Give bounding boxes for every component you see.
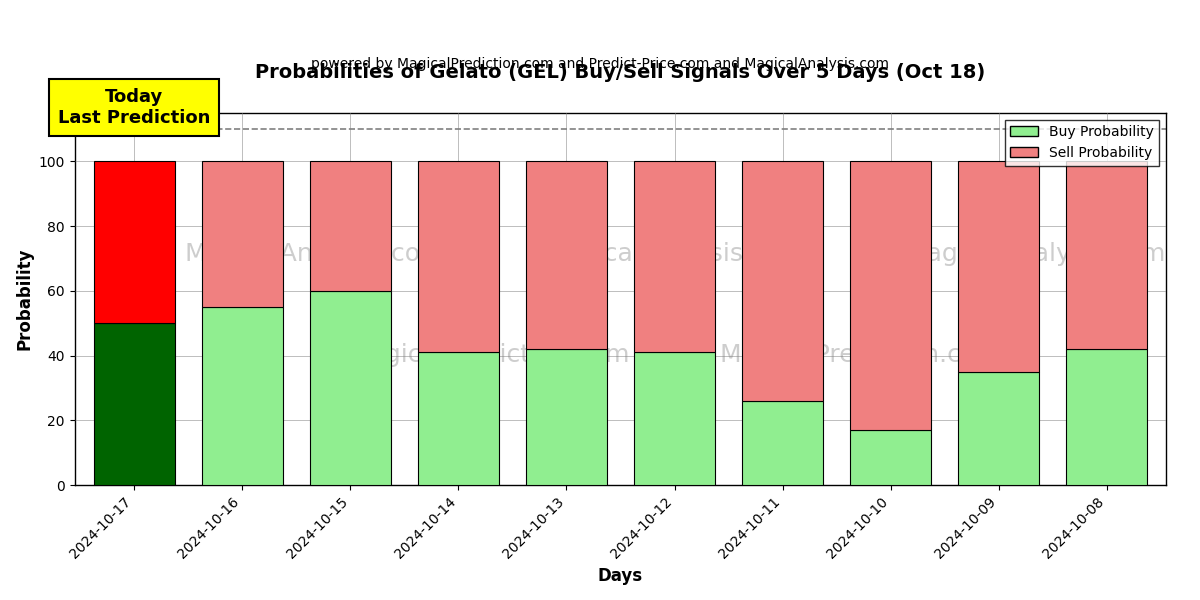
Bar [418, 161, 499, 352]
Bar [310, 161, 391, 291]
Bar [851, 161, 931, 430]
Bar [526, 349, 607, 485]
Bar [634, 352, 715, 485]
Bar [202, 307, 283, 485]
Bar [634, 161, 715, 352]
Bar [1067, 161, 1147, 349]
Bar [310, 291, 391, 485]
Legend: Buy Probability, Sell Probability: Buy Probability, Sell Probability [1004, 119, 1159, 166]
Y-axis label: Probability: Probability [16, 248, 34, 350]
Bar [959, 372, 1039, 485]
Title: Probabilities of Gelato (GEL) Buy/Sell Signals Over 5 Days (Oct 18): Probabilities of Gelato (GEL) Buy/Sell S… [256, 63, 985, 82]
Text: MagicalAnalysis.com: MagicalAnalysis.com [545, 242, 805, 266]
Bar [526, 161, 607, 349]
Bar [94, 323, 175, 485]
Text: MagicalPrediction.com: MagicalPrediction.com [720, 343, 1002, 367]
Bar [742, 401, 823, 485]
X-axis label: Days: Days [598, 567, 643, 585]
Bar [851, 430, 931, 485]
Bar [202, 161, 283, 307]
Bar [1067, 349, 1147, 485]
Text: MagicalAnalysis.com: MagicalAnalysis.com [185, 242, 445, 266]
Text: Today
Last Prediction: Today Last Prediction [58, 88, 210, 127]
Bar [742, 161, 823, 401]
Bar [418, 352, 499, 485]
Text: powered by MagicalPrediction.com and Predict-Price.com and MagicalAnalysis.com: powered by MagicalPrediction.com and Pre… [311, 57, 889, 71]
Bar [94, 161, 175, 323]
Text: MagicalPrediction.com: MagicalPrediction.com [349, 343, 630, 367]
Bar [959, 161, 1039, 372]
Text: MagicalAnalysis.com: MagicalAnalysis.com [905, 242, 1165, 266]
